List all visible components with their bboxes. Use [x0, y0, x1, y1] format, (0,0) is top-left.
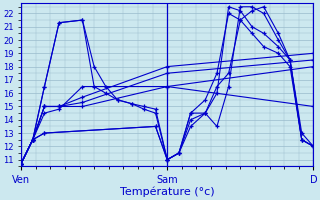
X-axis label: Température (°c): Température (°c) — [120, 187, 214, 197]
